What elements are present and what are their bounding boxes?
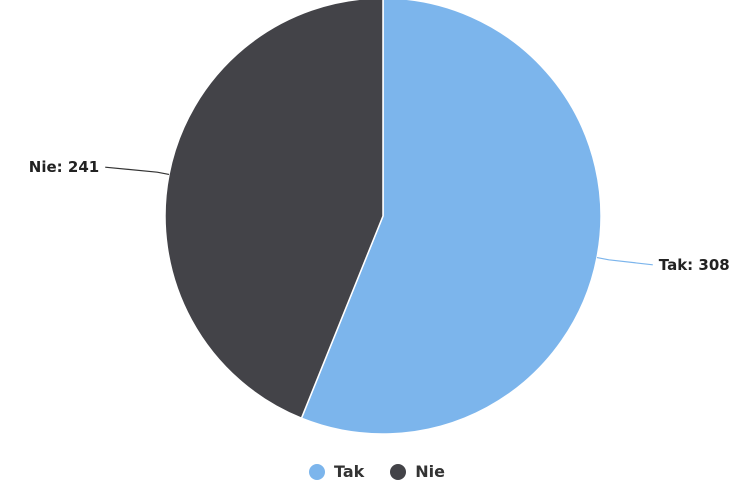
connector-nie	[105, 166, 170, 176]
legend-label-tak: Tak	[333, 462, 365, 481]
legend-item-tak[interactable]: Tak	[308, 462, 365, 481]
data-label-nie: Nie: 241	[29, 158, 99, 176]
pie-slices	[164, 0, 602, 435]
data-label-tak: Tak: 308	[659, 256, 730, 274]
pie-slice-nie[interactable]	[164, 0, 384, 419]
connector-tak	[596, 256, 653, 266]
legend-swatch-tak	[308, 463, 325, 480]
legend-item-nie[interactable]: Nie	[390, 462, 445, 481]
legend-swatch-nie	[390, 463, 407, 480]
data-labels: Tak: 308 Nie: 241	[29, 158, 730, 274]
label-connectors	[105, 166, 653, 266]
pie-slice-tak[interactable]	[300, 0, 602, 435]
legend-label-nie: Nie	[415, 462, 446, 481]
legend: Tak Nie	[0, 462, 754, 481]
